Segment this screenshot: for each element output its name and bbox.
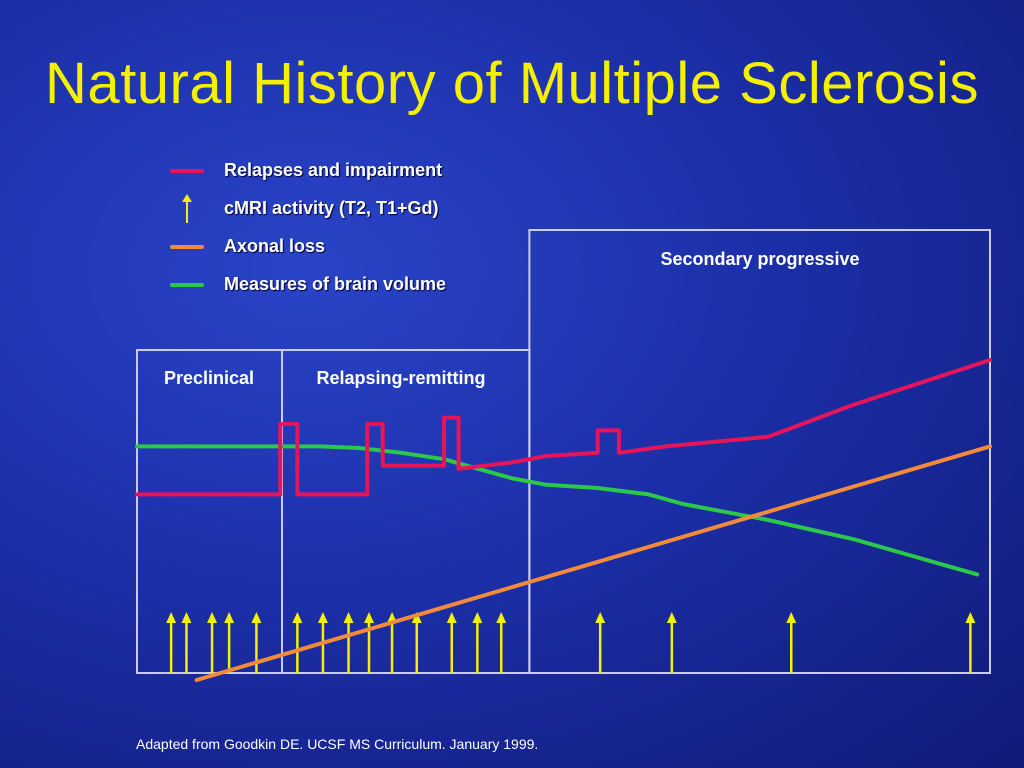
relapses-swatch — [170, 169, 204, 173]
legend-label-relapses: Relapses and impairment — [224, 160, 443, 180]
series-measures-of-brain-volume-line — [135, 444, 980, 577]
legend-label-volume: Measures of brain volume — [224, 274, 447, 294]
mri-activity-arrow — [472, 612, 483, 673]
mri-activity-arrow — [292, 612, 303, 673]
mri-activity-arrow — [166, 612, 177, 673]
volume-swatch — [170, 283, 204, 287]
axonal-swatch — [170, 245, 204, 249]
mri-activity-arrow — [446, 612, 457, 673]
phase-label-relapsing-remitting: Relapsing-remitting — [316, 368, 485, 388]
legend-label-mri: cMRI activity (T2, T1+Gd) — [224, 198, 439, 218]
mri-activity-arrow — [965, 612, 976, 673]
phase-box-relapsing-remitting — [281, 349, 531, 674]
mri-activity-arrow — [224, 612, 235, 673]
mri-activity-arrow — [364, 612, 375, 673]
series-axonal-loss-line — [194, 444, 992, 682]
phase-label-secondary-progressive: Secondary progressive — [660, 249, 859, 269]
mri-activity-arrow — [496, 612, 507, 673]
mri-activity-arrow — [411, 612, 422, 673]
mri-activity-arrow — [251, 612, 262, 673]
series-relapses-and-impairment-line — [135, 358, 992, 497]
phase-box-secondary-progressive — [528, 229, 991, 674]
up-arrow-icon — [182, 194, 192, 223]
slide-title: Natural History of Multiple Sclerosis — [45, 51, 979, 116]
mri-activity-arrow — [786, 612, 797, 673]
mri-activity-arrow — [317, 612, 328, 673]
mri-activity-arrow — [666, 612, 677, 673]
legend-label-axonal: Axonal loss — [224, 236, 326, 256]
mri-activity-arrow — [207, 612, 218, 673]
mri-activity-arrow — [181, 612, 192, 673]
mri-activity-arrow — [343, 612, 354, 673]
phase-label-preclinical: Preclinical — [164, 368, 254, 388]
phase-box-preclinical — [136, 349, 284, 674]
mri-activity-arrow — [595, 612, 606, 673]
source-note: Adapted from Goodkin DE. UCSF MS Curricu… — [136, 736, 539, 752]
